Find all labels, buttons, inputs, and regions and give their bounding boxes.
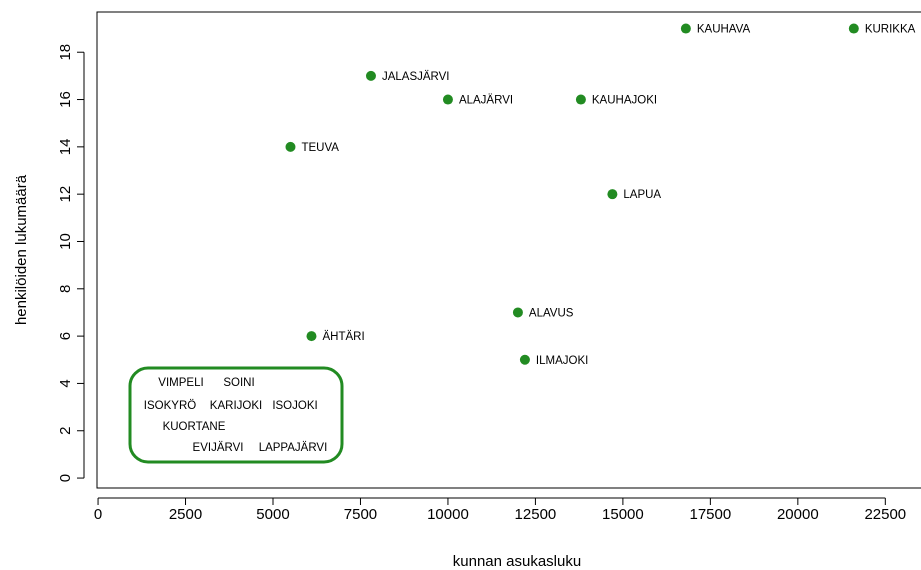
point-label: ILMAJOKI	[536, 355, 588, 367]
group-label: KUORTANE	[163, 421, 226, 433]
point-label: KAUHAVA	[697, 24, 751, 36]
y-tick-label: 18	[57, 44, 74, 61]
x-tick-label: 20000	[777, 506, 819, 523]
point	[306, 331, 317, 342]
point	[607, 189, 618, 200]
y-tick-label: 0	[57, 474, 74, 482]
x-tick-label: 5000	[256, 506, 289, 523]
point-label: ALAVUS	[529, 307, 574, 319]
group-label: KARIJOKI	[210, 400, 262, 412]
x-tick-label: 0	[94, 506, 102, 523]
x-tick-label: 2500	[169, 506, 202, 523]
point-label: ÄHTÄRI	[322, 331, 364, 343]
y-tick-label: 12	[57, 186, 74, 203]
point	[680, 23, 691, 34]
y-axis-label: henkilöiden lukumäärä	[13, 174, 30, 325]
point	[285, 141, 296, 152]
x-tick-label: 10000	[427, 506, 469, 523]
group-label: EVIJÄRVI	[193, 442, 244, 454]
y-tick-label: 16	[57, 91, 74, 108]
y-tick-label: 8	[57, 285, 74, 293]
y-tick-label: 6	[57, 332, 74, 340]
plot-frame	[96, 11, 921, 489]
group-label: SOINI	[223, 377, 254, 389]
point-label: KURIKKA	[865, 24, 916, 36]
point-label: JALASJÄRVI	[382, 71, 450, 83]
point	[848, 23, 859, 34]
point	[519, 354, 530, 365]
point-label: ALAJÄRVI	[459, 95, 513, 107]
point-label: TEUVA	[301, 142, 339, 154]
group-box	[128, 366, 344, 464]
group-label: VIMPELI	[158, 377, 203, 389]
point	[512, 307, 523, 318]
x-tick-label: 12500	[515, 506, 557, 523]
point	[442, 94, 453, 105]
x-tick-label: 7500	[344, 506, 377, 523]
point	[365, 70, 376, 81]
point-label: LAPUA	[623, 189, 661, 201]
group-label: ISOJOKI	[272, 400, 317, 412]
group-label: ISOKYRÖ	[144, 400, 196, 412]
point-label: KAUHAJOKI	[592, 95, 657, 107]
group-label: LAPPAJÄRVI	[259, 442, 328, 454]
x-tick-label: 22500	[864, 506, 906, 523]
x-tick-label: 17500	[690, 506, 732, 523]
y-tick-label: 2	[57, 427, 74, 435]
y-tick-label: 4	[57, 379, 74, 387]
point	[575, 94, 586, 105]
x-tick-label: 15000	[602, 506, 644, 523]
y-tick-label: 10	[57, 233, 74, 250]
y-tick-label: 14	[57, 139, 74, 156]
x-axis-label: kunnan asukasluku	[453, 553, 581, 570]
